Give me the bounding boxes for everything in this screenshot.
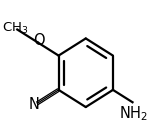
Text: NH$_2$: NH$_2$ (119, 104, 148, 123)
Text: O: O (33, 33, 45, 48)
Text: N: N (29, 97, 40, 112)
Text: CH$_3$: CH$_3$ (2, 21, 28, 36)
